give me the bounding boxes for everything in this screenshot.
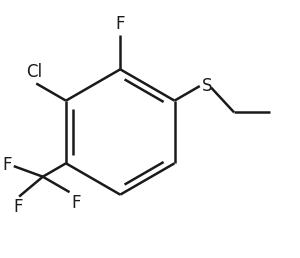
Text: F: F bbox=[2, 156, 12, 174]
Text: F: F bbox=[13, 198, 22, 216]
Text: F: F bbox=[71, 194, 80, 212]
Text: F: F bbox=[116, 15, 125, 33]
Text: Cl: Cl bbox=[26, 63, 42, 81]
Text: S: S bbox=[202, 77, 212, 95]
